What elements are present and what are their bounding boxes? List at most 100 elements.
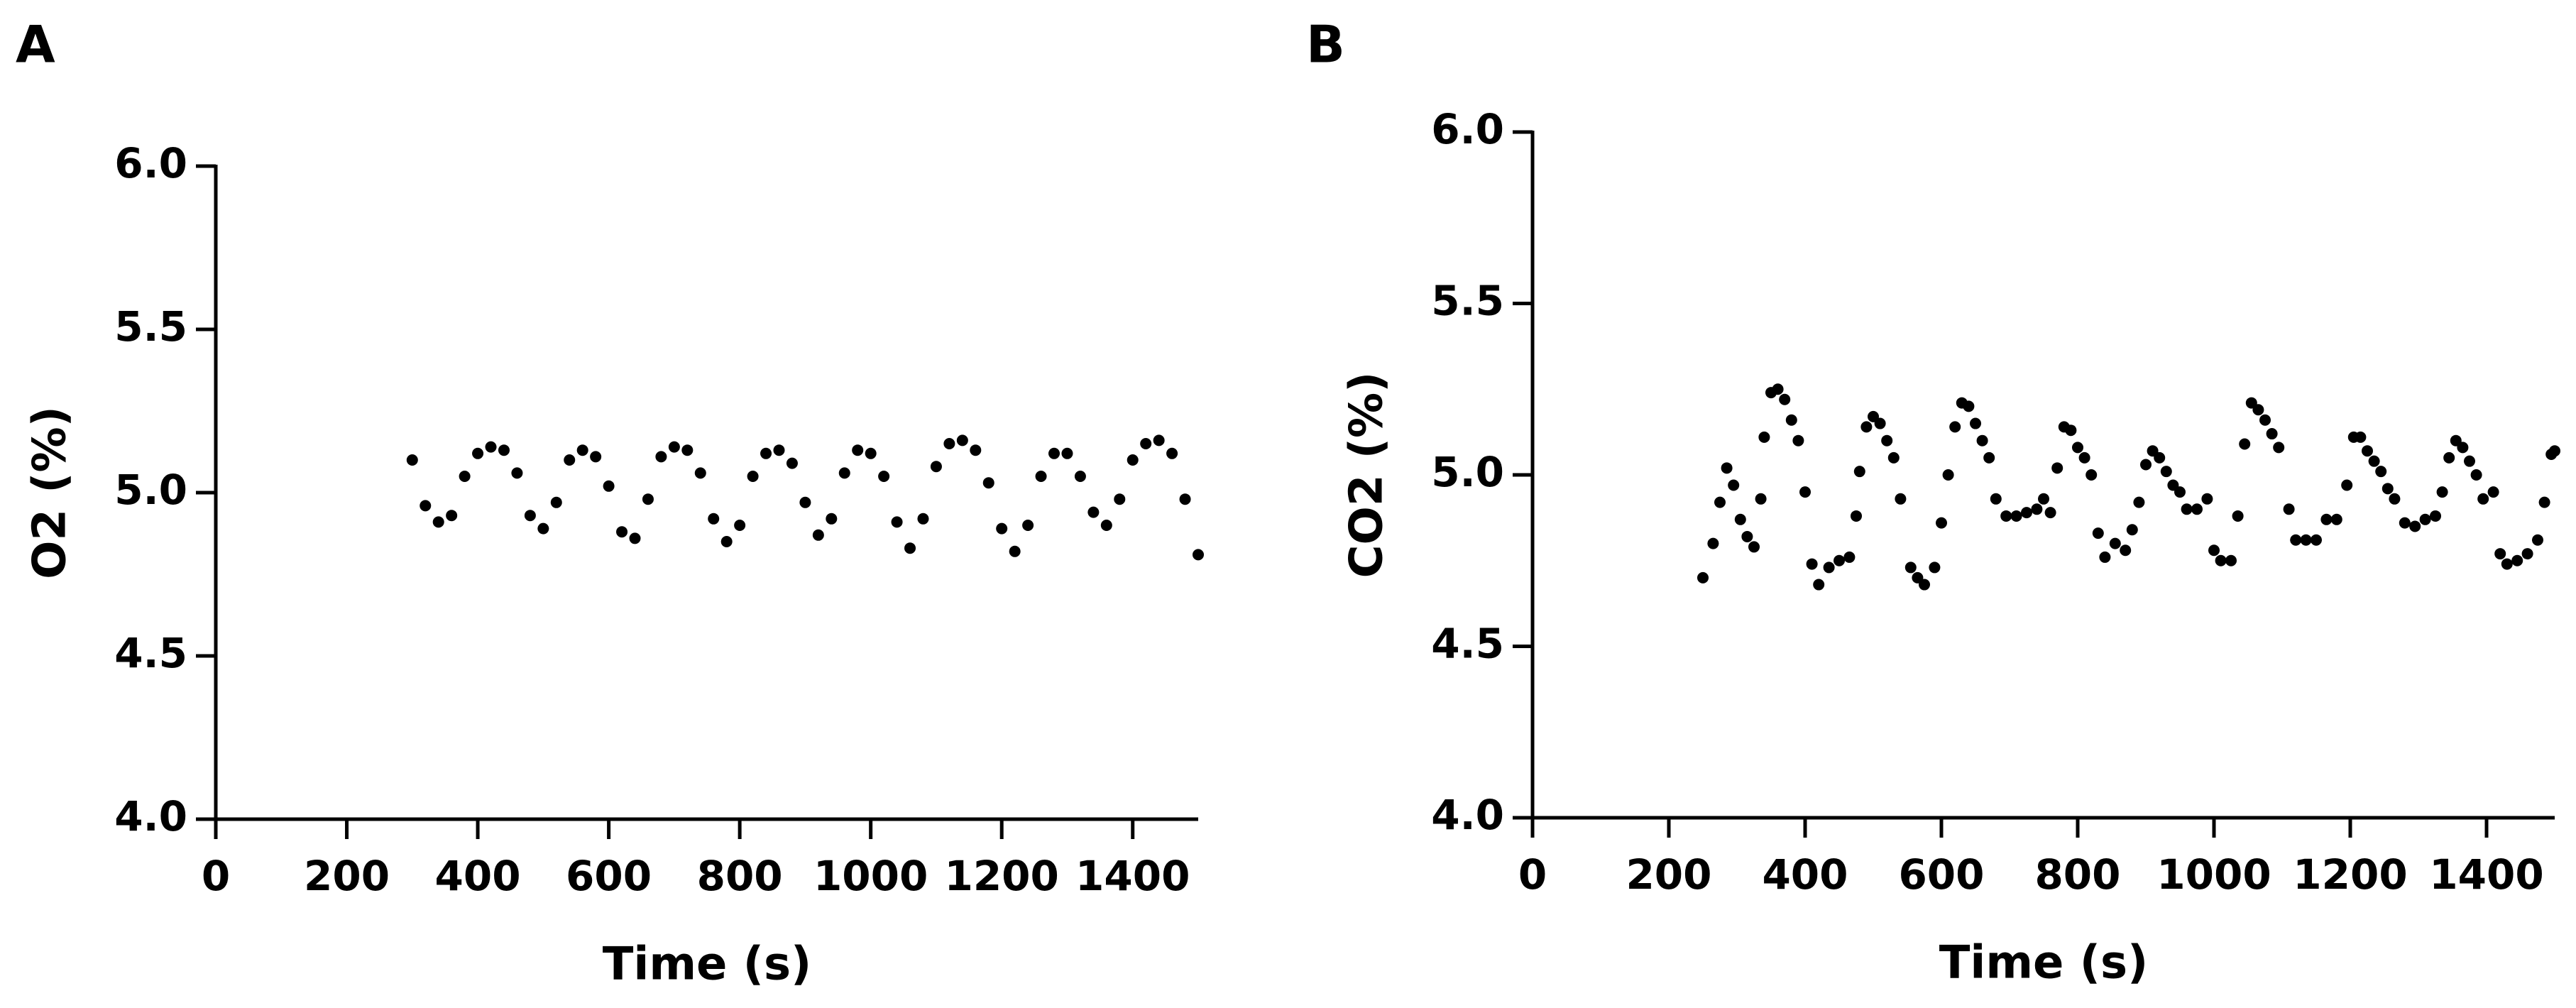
data-point — [2225, 554, 2237, 566]
x-axis-title: Time (s) — [1939, 937, 2149, 990]
data-point — [1949, 421, 1961, 433]
data-point — [2181, 503, 2193, 515]
data-point — [982, 477, 994, 489]
data-point — [878, 471, 890, 482]
data-point — [2436, 486, 2448, 498]
data-point — [1100, 520, 1112, 531]
data-point — [1834, 554, 1845, 566]
data-point — [2120, 544, 2132, 557]
data-point — [1936, 517, 1947, 529]
data-point — [1843, 551, 1856, 563]
data-point — [459, 471, 471, 482]
data-point — [2259, 414, 2271, 426]
data-point — [2290, 534, 2302, 546]
data-point — [1919, 579, 1930, 591]
data-point — [2341, 479, 2353, 491]
data-point — [1734, 513, 1746, 525]
data-point — [524, 510, 536, 522]
data-point — [1035, 471, 1047, 482]
data-point — [2389, 493, 2401, 505]
data-point — [2140, 459, 2152, 471]
data-point — [2283, 503, 2295, 515]
data-point — [1929, 561, 1941, 574]
data-point — [917, 513, 929, 525]
data-point — [2487, 486, 2499, 498]
data-point — [2477, 493, 2489, 505]
data-point — [2208, 544, 2220, 557]
data-point — [970, 444, 982, 456]
data-point — [2382, 483, 2394, 495]
y-tick-label: 4.0 — [114, 792, 187, 840]
data-point — [2538, 496, 2550, 508]
data-point — [734, 520, 746, 531]
y-tick-label: 4.5 — [114, 629, 187, 677]
data-point — [1707, 537, 1719, 549]
data-point — [1714, 496, 1726, 508]
data-point — [1779, 393, 1791, 405]
data-point — [1813, 579, 1825, 591]
x-tick-label: 1000 — [2156, 850, 2271, 899]
data-point — [2010, 510, 2022, 522]
data-point — [1114, 493, 1126, 505]
data-point — [2126, 524, 2138, 536]
data-point — [576, 444, 588, 456]
data-point — [865, 447, 877, 459]
data-point — [1785, 414, 1797, 426]
data-point — [1792, 434, 1804, 447]
data-point — [904, 542, 916, 554]
data-point — [694, 467, 706, 479]
data-point — [2362, 445, 2373, 457]
x-tick-label: 600 — [1898, 850, 1984, 899]
data-point — [472, 447, 484, 459]
data-point — [1741, 530, 1753, 542]
data-point — [1758, 431, 1770, 443]
x-tick-label: 200 — [304, 852, 390, 900]
data-point — [930, 461, 942, 473]
data-point — [1799, 486, 1811, 498]
y-tick-label: 4.0 — [1431, 791, 1504, 839]
data-point — [2038, 493, 2049, 505]
data-point — [681, 444, 694, 456]
y-tick-label: 6.0 — [114, 139, 187, 187]
data-point — [2311, 534, 2322, 546]
data-point — [432, 516, 444, 528]
panel-label: A — [16, 15, 55, 75]
data-point — [1851, 510, 1862, 522]
data-point — [2044, 507, 2056, 519]
data-point — [891, 516, 903, 528]
data-point — [996, 522, 1008, 535]
data-point — [2266, 428, 2278, 440]
data-point — [2252, 404, 2264, 416]
data-point — [2215, 554, 2227, 566]
data-point — [1963, 400, 1975, 412]
data-point — [1193, 549, 1204, 561]
data-point — [2273, 442, 2285, 454]
data-point — [1166, 447, 1178, 459]
data-point — [1022, 520, 1034, 531]
panel-label: B — [1306, 15, 1345, 75]
data-point — [550, 496, 562, 508]
data-point — [708, 513, 720, 525]
data-point — [1179, 493, 1191, 505]
x-axis-title: Time (s) — [603, 938, 812, 991]
data-point — [2430, 510, 2441, 522]
data-point — [2399, 517, 2411, 529]
data-point — [2174, 486, 2186, 498]
data-point — [799, 496, 811, 508]
data-point — [2000, 510, 2012, 522]
data-point — [1970, 417, 1981, 429]
x-tick-label: 0 — [1518, 850, 1547, 899]
data-point — [2160, 466, 2172, 478]
data-point — [1860, 421, 1873, 433]
data-point — [720, 536, 733, 547]
data-point — [1887, 451, 1900, 464]
data-point — [2368, 455, 2380, 467]
data-point — [2375, 466, 2387, 478]
data-point — [943, 438, 955, 449]
data-point — [2099, 551, 2111, 563]
data-point — [1087, 506, 1100, 518]
y-tick-label: 5.0 — [1431, 448, 1504, 496]
data-point — [2320, 513, 2333, 525]
data-point — [1074, 471, 1086, 482]
